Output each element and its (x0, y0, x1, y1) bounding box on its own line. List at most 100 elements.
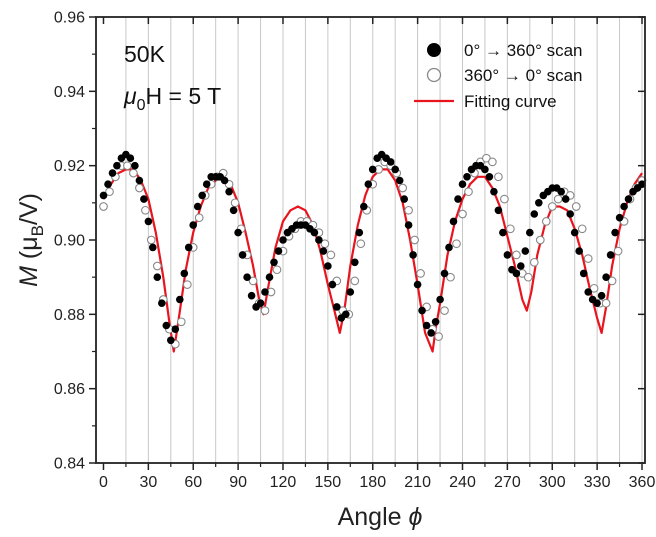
filled-marker (418, 306, 426, 315)
x-tick-label: 210 (404, 474, 431, 491)
open-marker (488, 157, 497, 167)
open-marker (547, 202, 557, 211)
open-marker (176, 317, 186, 327)
filled-marker (126, 154, 135, 162)
filled-marker (391, 165, 400, 174)
filled-marker (413, 280, 422, 289)
y-tick-label: 0.92 (54, 158, 85, 175)
legend-fit-label: Fitting curve (464, 92, 557, 111)
filled-marker (458, 180, 467, 188)
x-tick-label: 120 (270, 474, 297, 491)
filled-marker (615, 213, 624, 222)
filled-marker (557, 187, 565, 196)
filled-marker (566, 210, 574, 218)
open-marker (141, 205, 150, 215)
open-marker (350, 276, 360, 286)
open-marker (123, 161, 132, 171)
filled-marker (261, 288, 269, 296)
legend-filled-marker (427, 43, 441, 57)
filled-marker (149, 243, 157, 252)
open-marker (458, 209, 467, 219)
filled-marker (368, 165, 377, 174)
open-marker (607, 276, 617, 286)
filled-marker (238, 251, 247, 259)
legend-open-label: 360° → 0° scan (464, 66, 583, 85)
filled-marker (638, 180, 646, 188)
filled-marker (99, 191, 108, 200)
filled-marker (593, 299, 601, 308)
filled-marker (449, 217, 458, 226)
open-marker (260, 306, 270, 315)
filled-marker (530, 210, 539, 218)
filled-marker (324, 262, 332, 270)
open-marker (571, 202, 581, 211)
filled-marker (570, 228, 579, 237)
filled-marker (422, 321, 431, 330)
x-tick-label: 240 (449, 474, 476, 491)
y-axis-title-close: /V) (15, 193, 43, 225)
open-marker (182, 280, 192, 289)
x-axis-title-symbol: ϕ (408, 503, 422, 531)
open-marker (416, 269, 425, 278)
filled-marker (234, 228, 242, 237)
open-marker (541, 217, 551, 226)
open-marker (326, 250, 336, 260)
open-marker (523, 272, 533, 282)
annotation-field-rest: H = 5 T (146, 83, 222, 109)
x-tick-label: 60 (184, 474, 202, 491)
open-marker (440, 306, 449, 315)
filled-marker (346, 288, 355, 296)
filled-marker (575, 247, 583, 255)
filled-marker (364, 180, 373, 188)
x-axis-ticks: 0 30 60 90 120 150 180 210 240 270 300 330 360 (99, 17, 655, 491)
filled-marker (184, 243, 193, 252)
filled-marker (131, 161, 139, 170)
filled-marker (140, 195, 148, 203)
filled-marker (584, 288, 592, 296)
y-axis-title-open: (μ (15, 236, 43, 266)
filled-marker (220, 176, 229, 185)
filled-marker (602, 273, 610, 282)
open-marker (500, 194, 509, 204)
filled-marker (440, 269, 449, 278)
filled-marker (409, 251, 417, 259)
filled-marker (229, 206, 238, 215)
filled-marker (620, 202, 628, 211)
filled-marker (189, 221, 197, 229)
filled-marker (333, 303, 341, 311)
filled-marker (180, 269, 189, 278)
filled-marker (463, 173, 471, 181)
open-marker (434, 332, 443, 341)
open-marker (146, 235, 156, 245)
filled-marker (167, 336, 175, 345)
filled-marker (104, 180, 112, 188)
open-marker (464, 187, 473, 197)
open-marker (356, 239, 366, 249)
y-axis-ticks: 0.84 0.86 0.88 0.90 0.92 0.94 0.96 (54, 10, 645, 473)
x-axis-title: Angle ϕ (338, 503, 423, 531)
x-tick-label: 90 (229, 474, 247, 491)
x-tick-label: 270 (494, 474, 521, 491)
filled-marker (517, 262, 525, 270)
filled-marker (247, 291, 256, 300)
filled-marker (113, 161, 121, 170)
y-tick-label: 0.96 (54, 10, 85, 27)
open-marker (152, 261, 162, 271)
filled-marker (108, 169, 117, 177)
x-axis-title-text: Angle (338, 503, 409, 531)
x-tick-label: 180 (359, 474, 386, 491)
filled-marker (526, 228, 534, 237)
filled-marker (454, 195, 462, 203)
filled-marker (243, 273, 251, 282)
filled-marker (342, 310, 350, 319)
open-marker (553, 194, 563, 204)
filled-markers-layer (99, 150, 646, 345)
open-marker (410, 235, 419, 245)
filled-marker (153, 273, 162, 282)
y-tick-label: 0.86 (54, 381, 85, 398)
open-marker (452, 239, 461, 249)
filled-marker (310, 228, 319, 237)
open-marker (589, 283, 599, 293)
filled-marker (225, 187, 233, 196)
